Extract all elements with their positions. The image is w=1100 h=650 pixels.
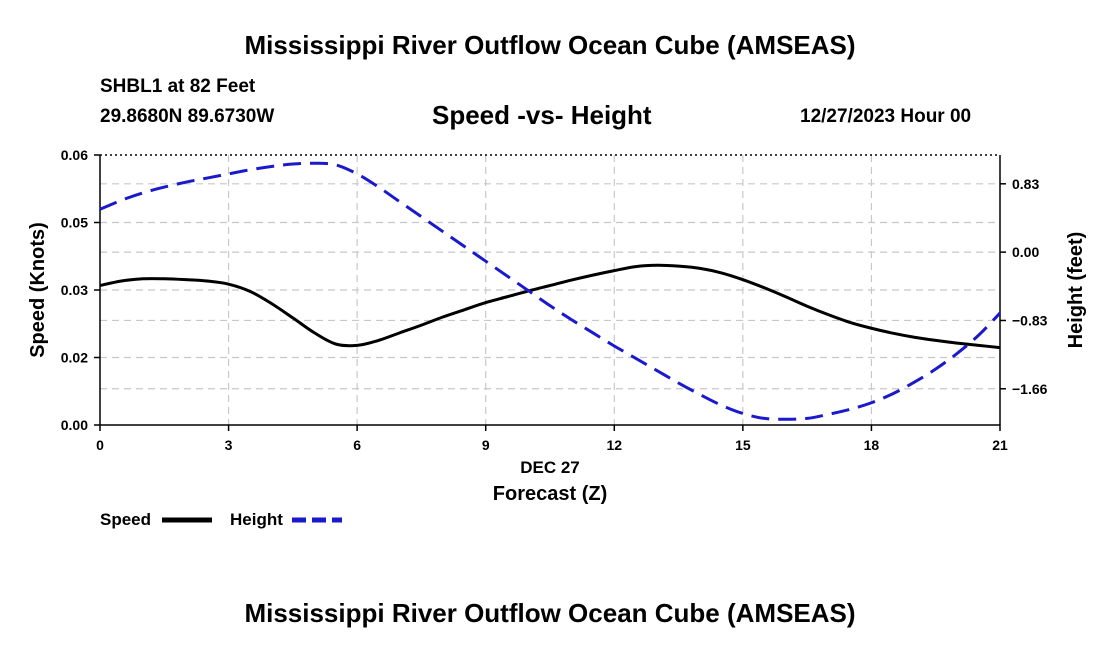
y-tick-label-right: 0.83 — [1012, 176, 1039, 192]
label-layer: 0 3 6 9 12 15 18 21 0.00 0.02 0.03 0.05 0.06 0.83 0.00… — [27, 147, 1087, 505]
y-tick-label-right: −0.83 — [1012, 312, 1048, 328]
y-tick-label-left: 0.03 — [61, 282, 88, 298]
x-tick-label: 6 — [353, 437, 361, 453]
y-tick-label-left: 0.06 — [61, 147, 88, 163]
station-label: SHBL1 at 82 Feet — [100, 76, 256, 97]
x-axis-date-label: DEC 27 — [520, 458, 580, 477]
x-tick-label: 0 — [96, 437, 104, 453]
x-tick-label: 15 — [735, 437, 751, 453]
x-tick-label: 21 — [992, 437, 1008, 453]
x-tick-label: 3 — [225, 437, 233, 453]
y-axis-title-right: Height (feet) — [1065, 232, 1087, 349]
datetime-label: 12/27/2023 Hour 00 — [800, 106, 972, 127]
legend-label-height: Height — [230, 510, 283, 529]
x-tick-label: 18 — [864, 437, 880, 453]
coordinates-label: 29.8680N 89.6730W — [100, 106, 275, 127]
grid-layer — [100, 155, 1000, 425]
y-tick-label-right: −1.66 — [1012, 381, 1048, 397]
y-axis-title-left: Speed (Knots) — [27, 222, 49, 358]
x-tick-label: 12 — [606, 437, 622, 453]
chart-main-title: Mississippi River Outflow Ocean Cube (AM… — [244, 30, 856, 60]
legend: Speed Height — [100, 510, 342, 529]
footer-title: Mississippi River Outflow Ocean Cube (AM… — [244, 598, 856, 628]
y-tick-label-left: 0.05 — [61, 215, 88, 231]
series-line-speed — [99, 263, 1001, 350]
y-tick-label-left: 0.02 — [61, 350, 88, 366]
series-line-height — [99, 161, 1002, 421]
x-tick-label: 9 — [482, 437, 490, 453]
chart-subtitle: Speed -vs- Height — [432, 100, 652, 130]
y-tick-label-right: 0.00 — [1012, 244, 1039, 260]
series-layer — [99, 161, 1002, 421]
axis-layer — [94, 154, 1006, 431]
x-axis-title: Forecast (Z) — [493, 483, 607, 505]
y-tick-label-left: 0.00 — [61, 417, 88, 433]
legend-label-speed: Speed — [100, 510, 151, 529]
